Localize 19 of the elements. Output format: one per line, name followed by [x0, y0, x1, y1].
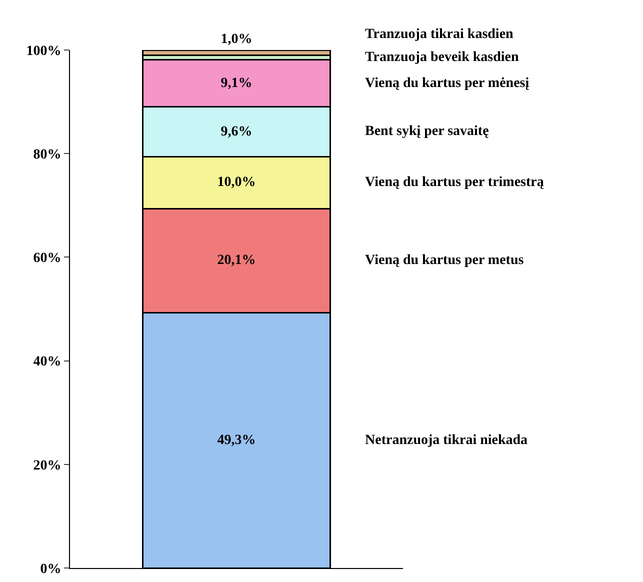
y-tick-label: 0% [40, 562, 62, 577]
data-label: 10,0% [217, 175, 256, 190]
text: Netranzuoja tikrai niekada [365, 433, 528, 448]
y-tick-label: 100% [26, 44, 62, 59]
y-tick-label: 60% [33, 251, 62, 266]
data-label: 9,6% [220, 124, 252, 140]
data-label: 20,1% [217, 253, 256, 268]
y-tick-label: 20% [33, 458, 62, 474]
data-label: 49,3% [217, 432, 256, 448]
data-label: 1,0% [220, 32, 252, 47]
text: Vieną du kartus per trimestrą [365, 175, 544, 190]
y-tick-label: 40% [33, 354, 62, 370]
text: Bent sykį per savaitę [365, 124, 489, 139]
y-tick-label: 80% [33, 148, 62, 162]
text: Tranzuoja tikrai kasdien [365, 27, 514, 42]
data-label: 9,1% [220, 76, 252, 91]
text: Vieną du kartus per metus [365, 253, 524, 268]
text: Tranzuoja beveik kasdien [365, 50, 519, 65]
text: Vieną du kartus per mėnesį [365, 76, 530, 91]
